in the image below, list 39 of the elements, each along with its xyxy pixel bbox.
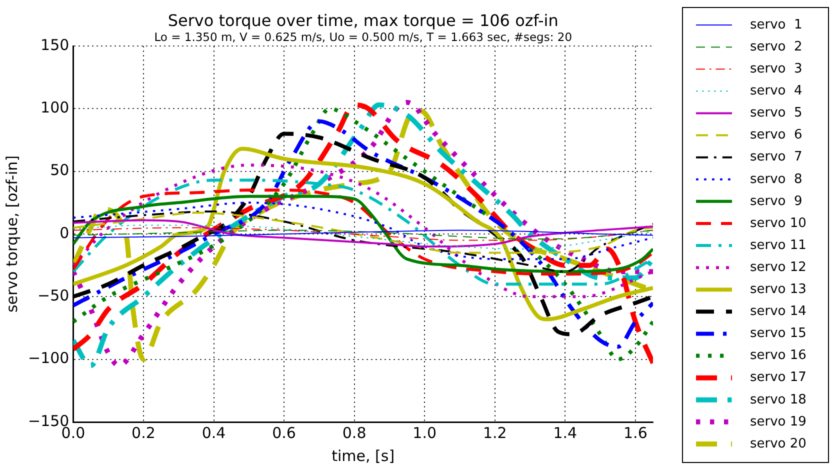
- y-tick-label: 150: [40, 36, 70, 54]
- y-tick-label: 0: [60, 224, 70, 242]
- x-tick-label: 1.4: [553, 424, 578, 442]
- legend-label: servo 10: [750, 216, 806, 231]
- x-tick-label: 0.6: [272, 424, 296, 442]
- legend-label: servo 5: [750, 106, 802, 121]
- legend-label: servo 17: [750, 370, 806, 386]
- legend-label: servo 15: [750, 326, 806, 342]
- legend-label: servo 20: [750, 436, 806, 452]
- legend-label: servo 6: [750, 128, 802, 143]
- x-tick-label: 0.2: [132, 424, 156, 442]
- legend-label: servo 13: [750, 282, 806, 297]
- legend-label: servo 16: [750, 348, 806, 364]
- legend-label: servo 12: [750, 260, 806, 275]
- y-tick-label: −50: [38, 286, 70, 305]
- chart-title: Servo torque over time, max torque = 106 ozf-in: [168, 11, 558, 30]
- x-tick-label: 1.6: [624, 424, 648, 442]
- legend-label: servo 9: [750, 194, 802, 209]
- legend-label: servo 14: [750, 304, 806, 320]
- x-tick-label: 0.8: [342, 424, 366, 442]
- y-tick-label: −100: [28, 349, 70, 368]
- legend-label: servo 4: [750, 84, 802, 99]
- x-axis-title: time, [s]: [332, 446, 395, 465]
- chart-subtitle: Lo = 1.350 m, V = 0.625 m/s, Uo = 0.500 m/s, T = 1.663 sec, #segs: 20: [154, 30, 572, 44]
- y-tick-label: 50: [50, 161, 70, 180]
- legend-label: servo 3: [750, 62, 802, 76]
- legend-label: servo 7: [750, 150, 802, 165]
- x-tick-label: 0.4: [202, 424, 226, 442]
- x-tick-label: 1.0: [412, 424, 437, 442]
- legend-label: servo 11: [750, 238, 806, 253]
- legend-label: servo 18: [750, 392, 806, 408]
- legend-label: servo 2: [750, 39, 802, 54]
- y-tick-label: 100: [40, 98, 70, 117]
- legend-label: servo 8: [750, 172, 802, 187]
- legend-label: servo 19: [750, 414, 806, 430]
- x-tick-label: 1.2: [482, 424, 507, 442]
- legend-label: servo 1: [750, 17, 802, 32]
- line-series: [73, 202, 653, 260]
- y-axis-title: servo torque, [ozf-in]: [2, 155, 21, 313]
